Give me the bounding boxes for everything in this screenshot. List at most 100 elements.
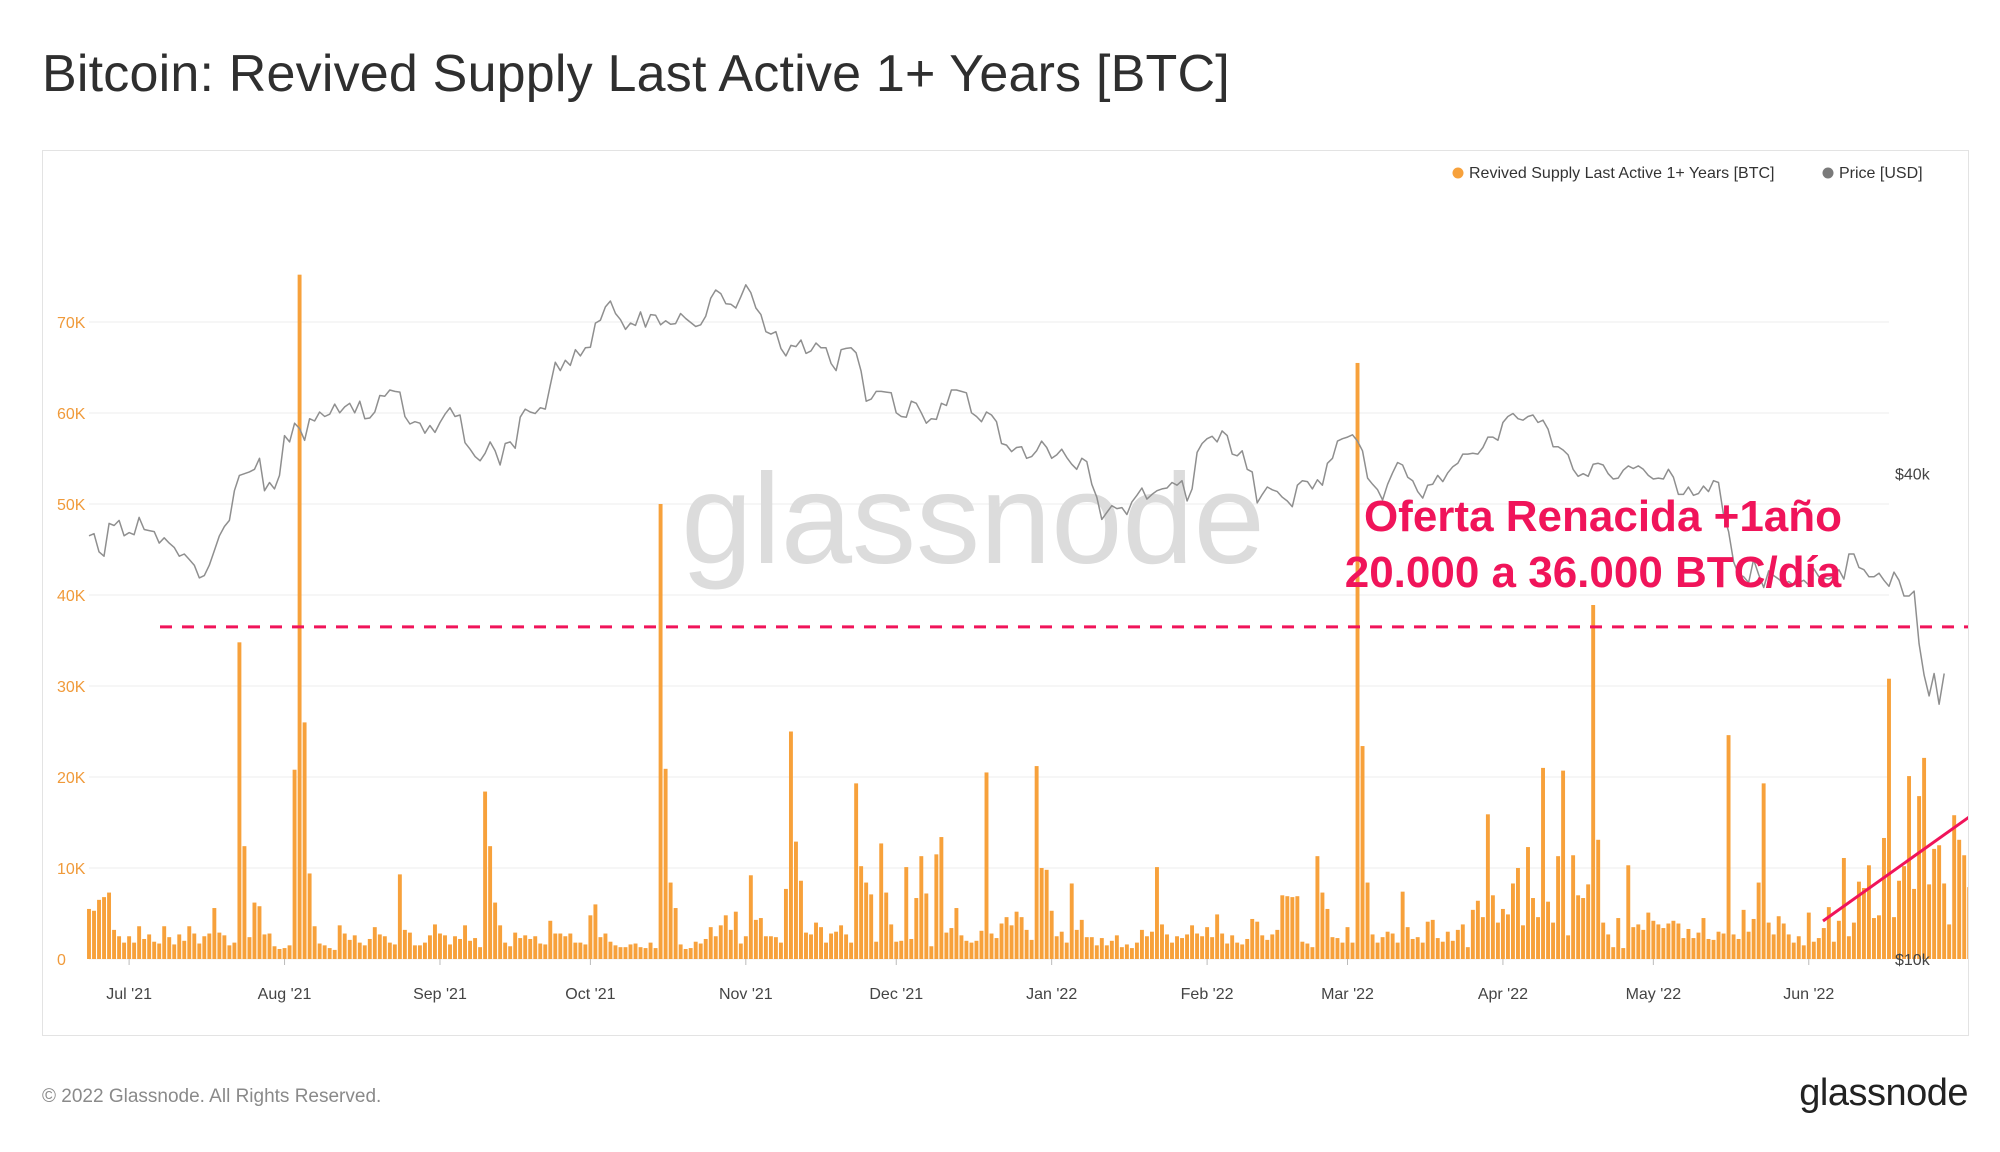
supply-bar	[1210, 937, 1215, 959]
supply-bar	[788, 731, 793, 959]
supply-bar	[979, 930, 984, 959]
supply-bar	[834, 931, 839, 959]
supply-bar	[1099, 938, 1104, 959]
supply-bar	[1766, 922, 1771, 959]
supply-bar	[1686, 928, 1691, 959]
y-left-tick-label: 60K	[57, 406, 86, 423]
supply-bar	[387, 942, 392, 959]
supply-bar	[763, 936, 768, 959]
supply-bar	[693, 941, 698, 959]
supply-bar	[147, 934, 152, 959]
price-line	[88, 284, 1945, 706]
supply-bar	[829, 933, 834, 959]
supply-bar	[678, 944, 683, 959]
supply-bar	[1556, 856, 1561, 959]
supply-bar	[1325, 908, 1330, 959]
supply-bar	[157, 943, 162, 959]
supply-bar	[1546, 901, 1551, 959]
supply-bar	[1646, 912, 1651, 959]
supply-bar	[528, 938, 533, 959]
supply-bar	[493, 902, 498, 959]
supply-bar	[1947, 924, 1952, 959]
supply-bar	[899, 940, 904, 959]
supply-bar	[623, 947, 628, 959]
supply-bar	[1641, 929, 1646, 959]
supply-bar	[1912, 888, 1917, 959]
x-tick-label: Jan '22	[1026, 986, 1077, 1003]
supply-bar	[458, 938, 462, 959]
supply-bar	[543, 944, 548, 959]
supply-bar	[97, 899, 101, 959]
supply-bar	[488, 846, 493, 959]
supply-bar	[307, 873, 312, 959]
supply-bar	[1415, 937, 1420, 959]
supply-bar	[1897, 880, 1901, 959]
price-layer	[88, 284, 1945, 706]
x-tick-label: Oct '21	[565, 986, 615, 1003]
supply-bar	[443, 935, 447, 959]
supply-bar	[1511, 883, 1515, 959]
supply-bar	[417, 945, 422, 959]
supply-bar	[939, 837, 944, 959]
supply-bar	[1350, 942, 1355, 959]
supply-bar	[1566, 935, 1571, 959]
supply-bar	[628, 944, 633, 959]
supply-bar	[1425, 921, 1430, 959]
x-tick-label: Aug '21	[258, 986, 312, 1003]
annotation-layer: Oferta Renacida +1año 20.000 a 36.000 BT…	[160, 492, 2000, 923]
supply-bar	[1420, 942, 1425, 959]
bars-layer	[87, 274, 2000, 959]
supply-bar	[578, 942, 583, 959]
supply-bar	[703, 938, 708, 959]
supply-bar	[1225, 943, 1230, 959]
supply-bar	[1500, 908, 1505, 959]
supply-bar	[508, 946, 513, 959]
supply-bar	[1330, 937, 1335, 959]
supply-bar	[1861, 888, 1866, 959]
supply-bar	[503, 942, 508, 959]
supply-bar	[187, 926, 192, 959]
legend-label-supply[interactable]: Revived Supply Last Active 1+ Years [BTC…	[1469, 165, 1775, 182]
supply-bar	[768, 936, 773, 959]
supply-bar	[1460, 924, 1465, 959]
supply-bar	[282, 948, 287, 959]
supply-bar	[1626, 865, 1631, 959]
supply-bar	[999, 923, 1004, 959]
supply-bar	[412, 945, 417, 959]
supply-bar	[794, 841, 798, 959]
supply-bar	[1786, 934, 1791, 959]
legend-label-price[interactable]: Price [USD]	[1839, 165, 1923, 182]
supply-bar	[1957, 839, 1962, 959]
supply-bar	[117, 936, 122, 959]
supply-bar	[1932, 848, 1937, 959]
annotation-line-1: Oferta Renacida +1año	[1364, 492, 1842, 541]
supply-bar	[347, 939, 352, 959]
supply-bar	[222, 935, 227, 959]
glassnode-logo[interactable]: glassnode	[1799, 1072, 1968, 1114]
supply-bar	[1485, 814, 1490, 959]
supply-bar	[1576, 895, 1581, 959]
supply-bar	[197, 943, 202, 959]
x-tick-label: Nov '21	[719, 986, 773, 1003]
supply-bar	[1691, 938, 1696, 959]
supply-bar	[1320, 892, 1325, 959]
supply-bar	[643, 948, 648, 959]
supply-bar	[1235, 942, 1240, 959]
supply-bar	[1551, 922, 1556, 959]
supply-bar	[152, 941, 157, 959]
supply-bar	[849, 942, 854, 959]
annotation-line-2: 20.000 a 36.000 BTC/día	[1345, 548, 1842, 597]
supply-bar	[753, 919, 758, 959]
supply-bar	[1400, 891, 1405, 959]
watermark: glassnode	[681, 448, 1265, 591]
supply-bar	[1265, 939, 1270, 959]
supply-bar	[1119, 947, 1124, 959]
supply-bar	[212, 908, 217, 959]
supply-bar	[919, 856, 924, 959]
grid-layer	[89, 321, 1889, 960]
supply-bar	[1470, 909, 1475, 959]
supply-bar	[87, 908, 91, 959]
x-tick-label: Jul '21	[106, 986, 152, 1003]
supply-bar	[262, 934, 267, 959]
x-tick-label: Mar '22	[1321, 986, 1374, 1003]
